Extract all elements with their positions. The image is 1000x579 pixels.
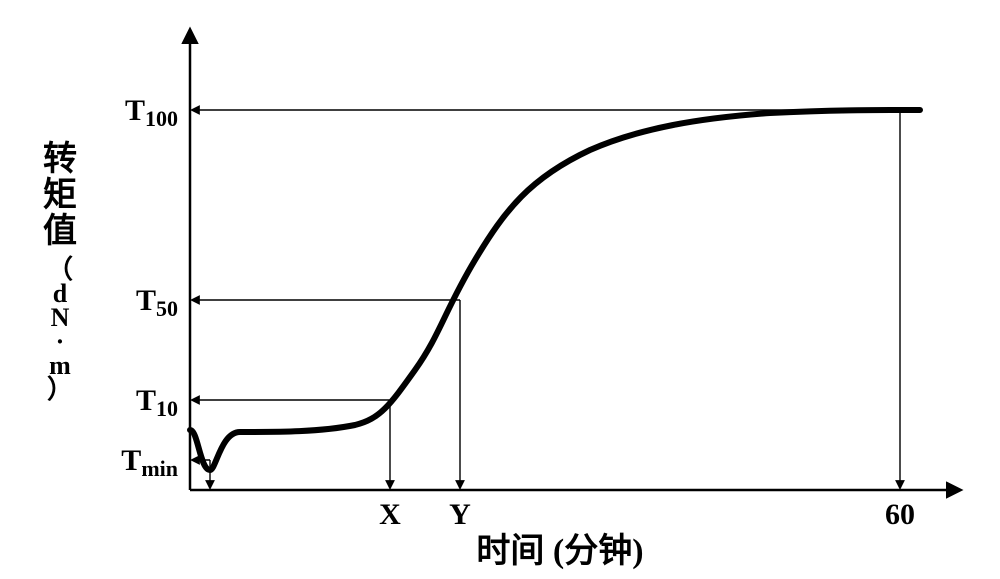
torque-curve bbox=[190, 110, 920, 470]
y-axis-label-char: 转 bbox=[43, 140, 77, 178]
y-axis-label-char: 值 bbox=[43, 212, 77, 250]
y-tick-Tmin: Tmin bbox=[121, 444, 178, 481]
y-axis-unit-char: ） bbox=[47, 375, 73, 404]
y-axis-label-char: 矩 bbox=[43, 176, 77, 214]
y-tick-T10: T10 bbox=[136, 384, 178, 421]
torque-time-chart: T100T50T10TminXY60转矩值（dN·m）时间 (分钟) bbox=[0, 0, 1000, 579]
x-tick-60: 60 bbox=[885, 498, 915, 531]
y-tick-T100: T100 bbox=[125, 94, 178, 131]
y-tick-T50: T50 bbox=[136, 284, 178, 321]
x-tick-X: X bbox=[379, 498, 401, 531]
x-tick-Y: Y bbox=[449, 498, 471, 531]
x-axis-label: 时间 (分钟) bbox=[476, 532, 643, 570]
